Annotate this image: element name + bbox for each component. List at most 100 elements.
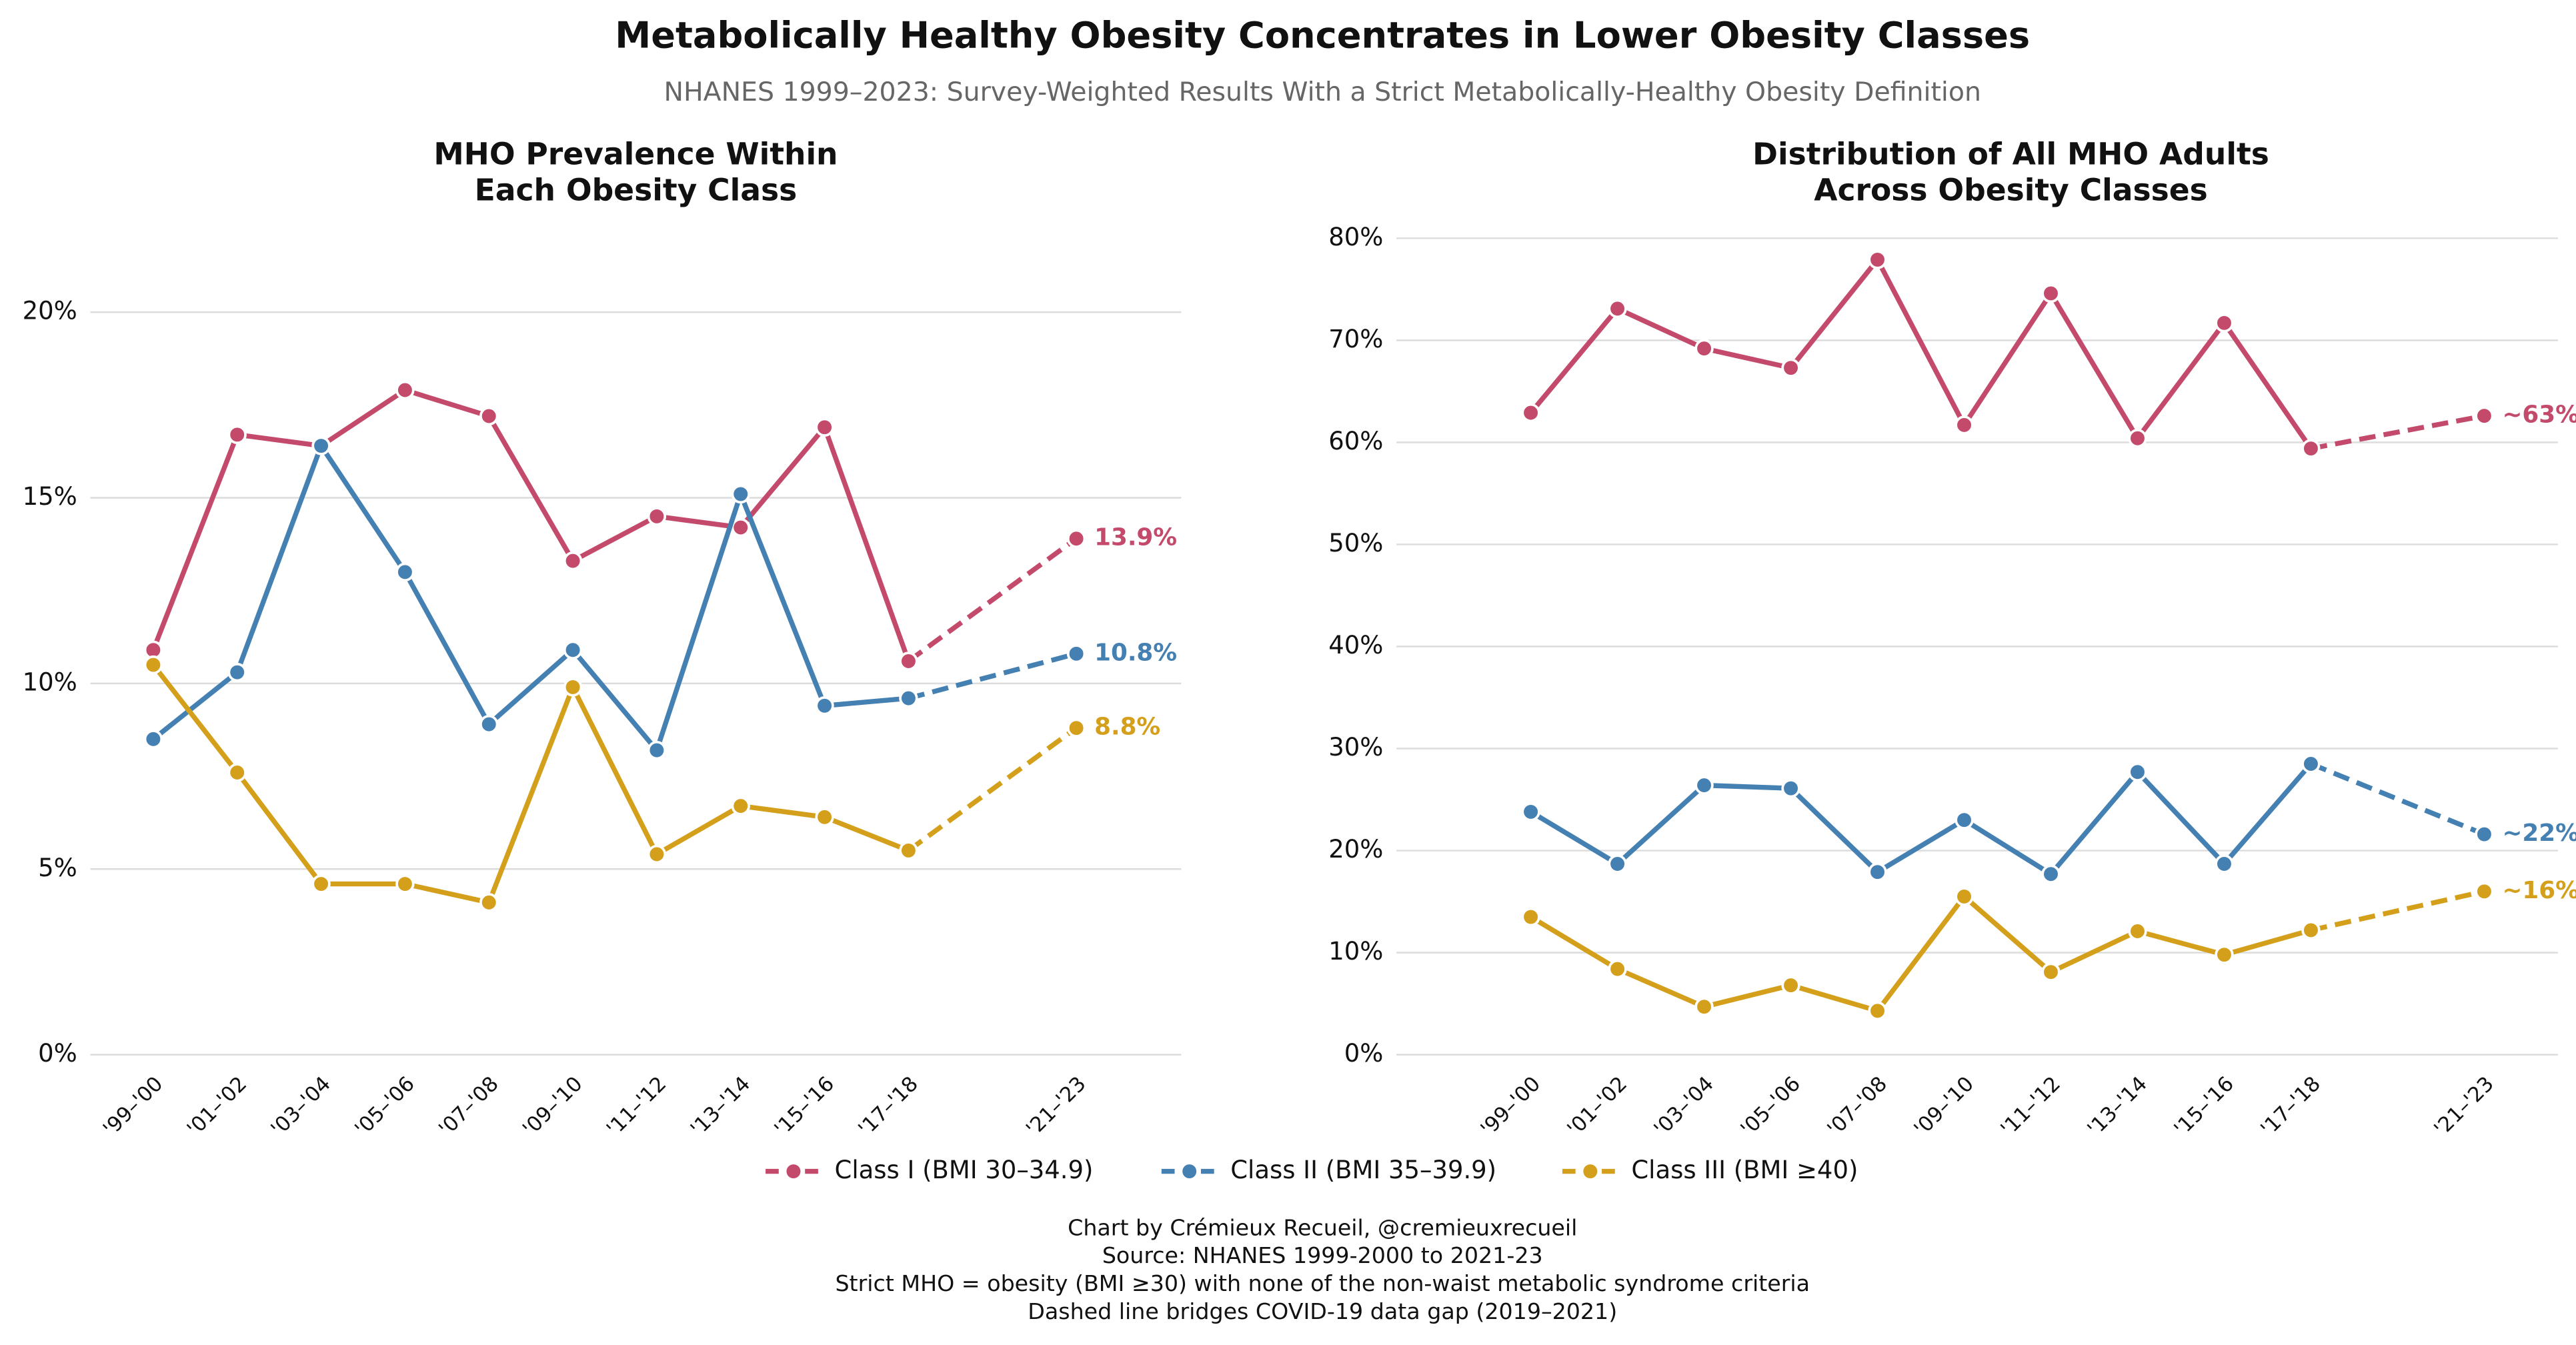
point (1066, 529, 1086, 548)
point (1955, 415, 1974, 435)
figure-subtitle: NHANES 1999–2023: Survey-Weighted Result… (664, 77, 1981, 107)
point (2301, 920, 2321, 940)
y-tick-label: 5% (38, 854, 77, 882)
legend-marker (1580, 1162, 1600, 1181)
point (2215, 854, 2234, 874)
chart-title: Distribution of All MHO Adults (1752, 137, 2269, 172)
point (563, 551, 583, 571)
point (815, 417, 834, 437)
point (311, 874, 331, 894)
y-tick-label: 30% (1328, 733, 1383, 762)
y-tick-label: 80% (1328, 223, 1383, 251)
point (2215, 945, 2234, 964)
value-label: 10.8% (1094, 639, 1177, 666)
point (1066, 644, 1086, 663)
footer-line: Source: NHANES 1999-2000 to 2021-23 (1102, 1242, 1543, 1268)
point (731, 484, 750, 504)
chart-title: Each Obesity Class (475, 173, 798, 208)
point (1521, 802, 1540, 822)
series-line (1529, 762, 2313, 877)
legend-label: Class I (BMI 30–34.9) (835, 1156, 1094, 1184)
series-line (151, 387, 911, 662)
value-label: ~63% (2503, 401, 2576, 429)
point (2128, 762, 2147, 782)
chart-title: Across Obesity Classes (1814, 173, 2208, 208)
point (1521, 907, 1540, 927)
point (2475, 406, 2494, 425)
point (1955, 810, 1974, 830)
point (1694, 776, 1714, 795)
point (2128, 922, 2147, 941)
point (647, 507, 667, 526)
series-line-dashed (2310, 413, 2485, 451)
y-tick-label: 60% (1328, 427, 1383, 455)
legend-marker (1180, 1162, 1199, 1181)
point (2475, 882, 2494, 901)
point (1608, 854, 1627, 874)
series-line (1528, 257, 2313, 450)
point (479, 406, 499, 426)
point (395, 562, 415, 582)
y-tick-label: 70% (1328, 325, 1383, 353)
figure-title: Metabolically Healthy Obesity Concentrat… (615, 14, 2030, 56)
y-tick-label: 40% (1328, 631, 1383, 659)
value-label: 13.9% (1094, 524, 1177, 551)
point (1868, 250, 1887, 269)
point (647, 740, 667, 760)
point (1608, 959, 1627, 979)
series-line-dashed (907, 536, 1078, 663)
point (899, 651, 918, 671)
series-line (151, 443, 909, 753)
point (479, 714, 499, 734)
value-label: ~16% (2503, 877, 2576, 904)
point (227, 763, 247, 782)
series-line-dashed (2310, 762, 2485, 837)
footer-line: Strict MHO = obesity (BMI ≥30) with none… (835, 1270, 1810, 1296)
y-tick-label: 50% (1328, 529, 1383, 557)
point (143, 730, 163, 749)
point (1868, 862, 1887, 882)
y-tick-label: 0% (38, 1039, 77, 1068)
point (1694, 997, 1714, 1016)
point (647, 844, 667, 864)
y-tick-label: 10% (23, 667, 77, 696)
y-tick-label: 15% (23, 482, 77, 511)
footer-line: Dashed line bridges COVID-19 data gap (2… (1028, 1298, 1617, 1324)
point (1781, 976, 1800, 995)
point (1608, 299, 1627, 319)
point (1955, 887, 1974, 906)
legend-marker (784, 1162, 804, 1181)
point (227, 425, 247, 445)
point (2128, 429, 2147, 448)
point (2041, 864, 2061, 884)
point (815, 808, 834, 827)
point (563, 640, 583, 659)
point (563, 678, 583, 697)
series-line (151, 663, 910, 906)
series-line-dashed (2310, 889, 2485, 933)
series-line (1529, 894, 2312, 1014)
point (2041, 283, 2061, 303)
point (143, 655, 163, 675)
point (2041, 962, 2061, 982)
point (395, 380, 415, 400)
point (227, 663, 247, 682)
legend-label: Class II (BMI 35–39.9) (1230, 1156, 1496, 1184)
series-line-dashed (907, 726, 1078, 853)
point (395, 874, 415, 894)
point (1066, 718, 1086, 738)
point (899, 688, 918, 708)
y-tick-label: 20% (1328, 835, 1383, 864)
value-label: ~22% (2503, 820, 2576, 847)
point (899, 841, 918, 860)
y-tick-label: 20% (23, 297, 77, 325)
legend-label: Class III (BMI ≥40) (1631, 1156, 1858, 1184)
point (311, 436, 331, 455)
point (479, 893, 499, 912)
point (1521, 403, 1540, 423)
point (2301, 439, 2321, 458)
series-line-dashed (908, 651, 1078, 701)
